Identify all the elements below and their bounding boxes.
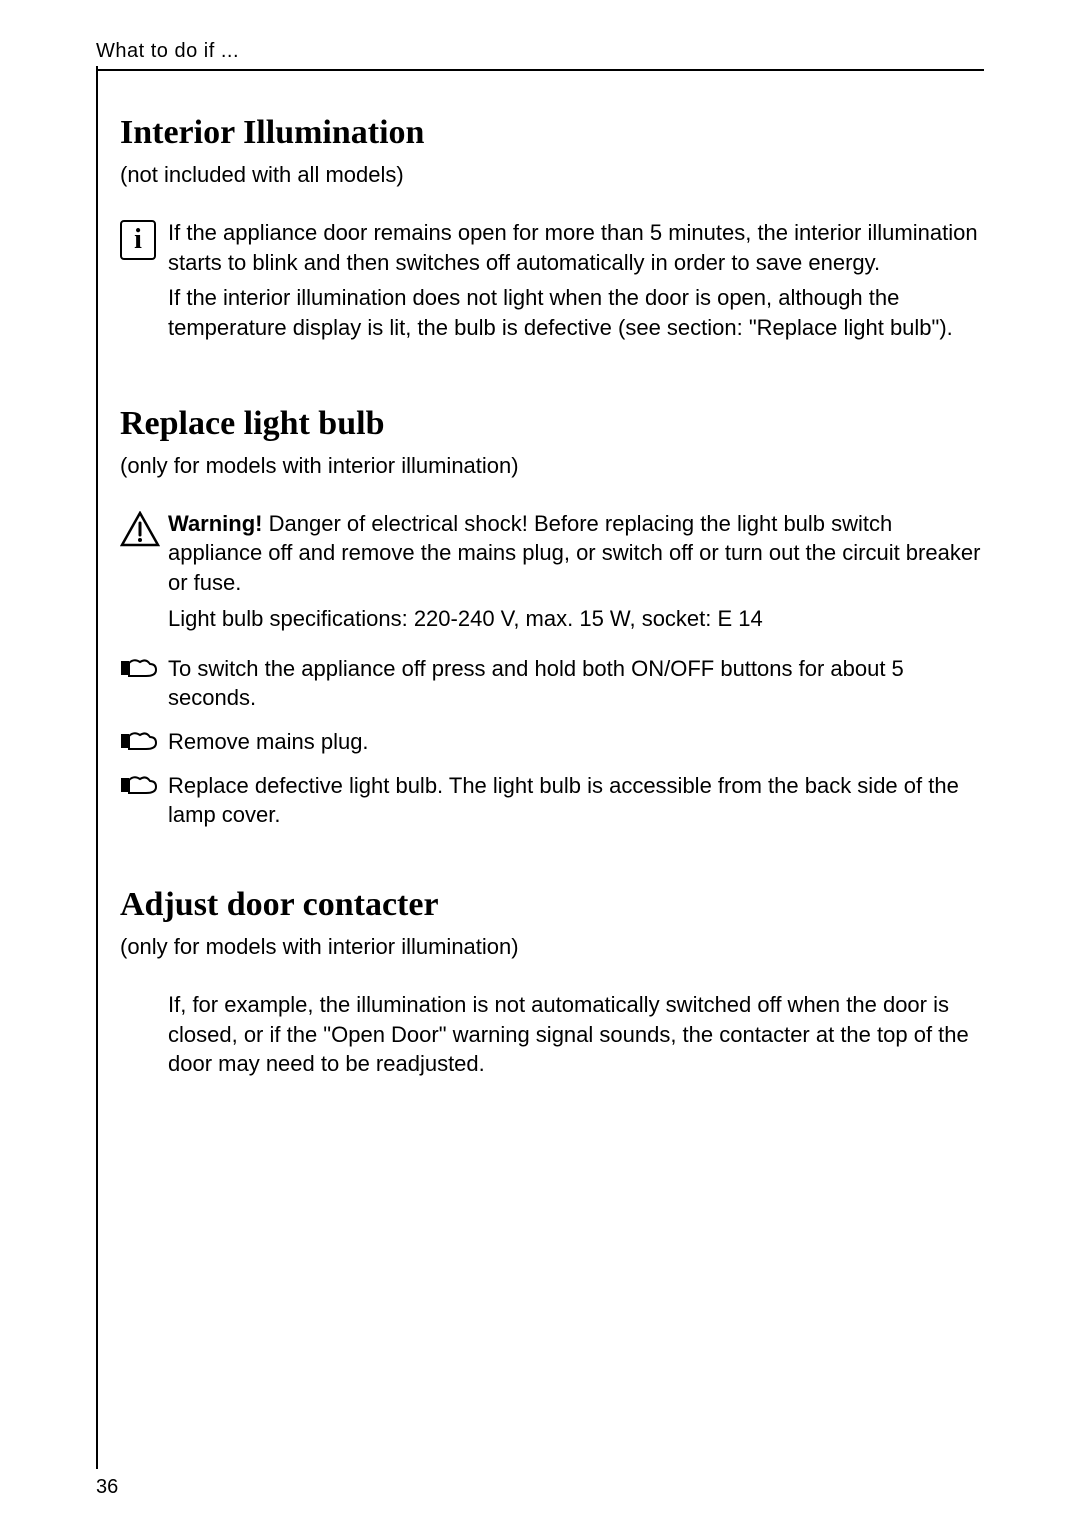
running-header: What to do if ... (96, 40, 984, 71)
icon-column (120, 654, 168, 680)
warning-block: Warning! Danger of electrical shock! Bef… (120, 509, 984, 640)
step-block-2: Remove mains plug. (120, 727, 984, 757)
info-icon: i (120, 220, 156, 260)
step-block-1: To switch the appliance off press and ho… (120, 654, 984, 713)
warning-label: Warning! (168, 511, 263, 536)
hand-icon (120, 729, 160, 753)
running-header-text: What to do if ... (96, 40, 239, 62)
page-number: 36 (96, 1476, 118, 1499)
heading-interior-illumination: Interior Illumination (120, 114, 984, 152)
info-para-1: If the appliance door remains open for m… (168, 218, 984, 277)
adjust-para: If, for example, the illumination is not… (168, 990, 984, 1079)
step-2-text: Remove mains plug. (168, 727, 984, 757)
heading-replace-light-bulb: Replace light bulb (120, 405, 984, 443)
icon-column (120, 727, 168, 753)
left-margin-rule (96, 66, 98, 1469)
step-1-text: To switch the appliance off press and ho… (168, 654, 984, 713)
info-icon-glyph: i (134, 224, 142, 256)
warning-text-block: Warning! Danger of electrical shock! Bef… (168, 509, 984, 640)
warning-para: Warning! Danger of electrical shock! Bef… (168, 509, 984, 598)
subnote-adjust-door-contacter: (only for models with interior illuminat… (120, 934, 984, 960)
info-text: If the appliance door remains open for m… (168, 218, 984, 349)
info-para-2: If the interior illumination does not li… (168, 283, 984, 342)
bulb-spec: Light bulb specifications: 220-240 V, ma… (168, 604, 984, 634)
icon-column: i (120, 218, 168, 260)
page: What to do if ... Interior Illumination … (0, 0, 1080, 1529)
content-area: Interior Illumination (not included with… (120, 90, 984, 1093)
icon-column (120, 771, 168, 797)
heading-adjust-door-contacter: Adjust door contacter (120, 886, 984, 924)
warning-body: Danger of electrical shock! Before repla… (168, 511, 980, 595)
icon-column-empty (120, 990, 168, 992)
step-block-3: Replace defective light bulb. The light … (120, 771, 984, 830)
hand-icon (120, 656, 160, 680)
info-block: i If the appliance door remains open for… (120, 218, 984, 349)
warning-icon (120, 511, 160, 547)
hand-icon (120, 773, 160, 797)
step-3-text: Replace defective light bulb. The light … (168, 771, 984, 830)
icon-column (120, 509, 168, 547)
subnote-interior-illumination: (not included with all models) (120, 162, 984, 188)
adjust-block: If, for example, the illumination is not… (120, 990, 984, 1079)
subnote-replace-light-bulb: (only for models with interior illuminat… (120, 453, 984, 479)
